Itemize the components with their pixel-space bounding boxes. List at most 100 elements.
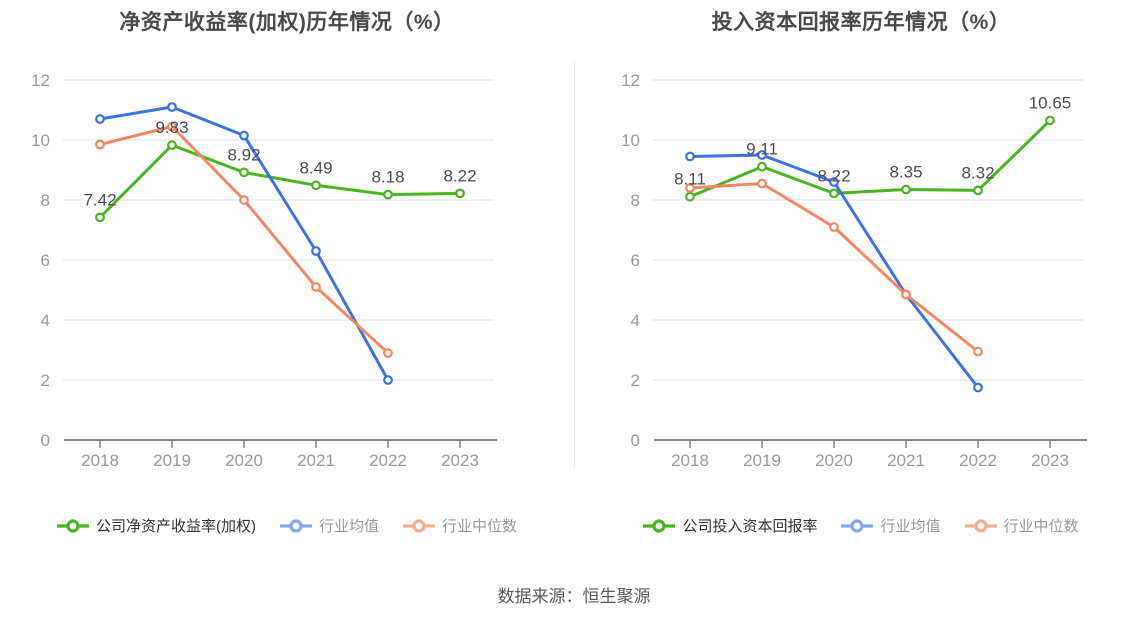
data-point[interactable] xyxy=(829,188,839,199)
data-point[interactable] xyxy=(95,139,105,150)
svg-text:2018: 2018 xyxy=(81,451,119,470)
data-point[interactable] xyxy=(239,195,249,205)
legend-label: 行业均值 xyxy=(318,518,379,535)
svg-text:2020: 2020 xyxy=(225,451,263,470)
svg-text:8.11: 8.11 xyxy=(674,170,706,189)
svg-text:2019: 2019 xyxy=(153,451,191,470)
svg-text:8.49: 8.49 xyxy=(299,158,332,177)
legend-label: 行业中位数 xyxy=(442,518,518,535)
legend-line-circle-icon xyxy=(279,518,312,533)
data-point[interactable] xyxy=(383,375,393,385)
legend-line-circle-icon xyxy=(403,518,435,533)
y-axis-labels: 0 2 4 6 8 10 12 xyxy=(31,71,50,450)
data-point[interactable] xyxy=(757,161,767,172)
svg-text:2022: 2022 xyxy=(369,451,407,470)
series-行业均值 xyxy=(95,102,393,385)
legend-item-2[interactable]: 行业中位数 xyxy=(964,515,1079,536)
svg-text:8.22: 8.22 xyxy=(443,166,476,185)
svg-text:2023: 2023 xyxy=(441,451,479,470)
legend-label: 行业中位数 xyxy=(1003,518,1079,535)
panel-divider xyxy=(574,62,575,470)
data-point[interactable] xyxy=(757,178,767,189)
legend-item-2[interactable]: 行业中位数 xyxy=(403,515,517,536)
data-point[interactable] xyxy=(685,183,695,193)
svg-text:2018: 2018 xyxy=(671,451,709,470)
x-axis: 2018 2019 2020 2021 2022 2023 xyxy=(64,439,497,470)
roic-chart-title: 投入资本回报率历年情况（%） xyxy=(711,11,1011,34)
svg-text:7.42: 7.42 xyxy=(83,190,116,209)
legend-item-0[interactable]: 公司净资产收益率(加权) xyxy=(56,515,256,536)
svg-text:2021: 2021 xyxy=(887,451,925,470)
roic-chart-panel: 0 2 4 6 8 10 12 2018 2019 2020 2021 2022 2023 8.11 9.1… xyxy=(574,0,1148,560)
data-point[interactable] xyxy=(239,167,249,178)
data-point[interactable] xyxy=(311,246,321,256)
svg-text:6: 6 xyxy=(631,251,640,270)
svg-text:6: 6 xyxy=(41,251,50,270)
data-point[interactable] xyxy=(311,180,321,191)
data-point[interactable] xyxy=(383,348,393,358)
svg-text:2022: 2022 xyxy=(959,451,997,470)
svg-text:2020: 2020 xyxy=(815,451,853,470)
legend-line-circle-icon xyxy=(56,518,89,533)
data-point[interactable] xyxy=(311,282,321,292)
data-point[interactable] xyxy=(829,222,839,232)
data-point[interactable] xyxy=(95,114,105,124)
data-point[interactable] xyxy=(829,177,839,187)
data-point[interactable] xyxy=(167,121,177,132)
svg-text:12: 12 xyxy=(621,71,640,90)
series-value-labels: 7.42 9.83 8.92 8.49 8.18 8.22 xyxy=(83,118,476,209)
svg-text:8.18: 8.18 xyxy=(371,168,404,187)
data-point[interactable] xyxy=(685,151,695,162)
data-point[interactable] xyxy=(685,191,695,202)
legend-label: 公司净资产收益率(加权) xyxy=(95,518,256,535)
svg-text:8.22: 8.22 xyxy=(817,166,850,185)
data-point[interactable] xyxy=(167,140,177,151)
gridlines xyxy=(63,79,494,381)
series-行业均值 xyxy=(685,150,983,393)
data-point[interactable] xyxy=(973,346,983,357)
data-point[interactable] xyxy=(167,102,177,112)
series-公司投入资本回报率 xyxy=(685,115,1055,202)
data-point[interactable] xyxy=(239,130,249,141)
roe-chart-panel: 0 2 4 6 8 10 12 2018 2019 2020 2021 2022 2023 7.42 9.8… xyxy=(0,0,574,560)
svg-text:8.92: 8.92 xyxy=(227,145,260,164)
svg-text:10.65: 10.65 xyxy=(1029,94,1072,113)
y-axis-labels: 0 2 4 6 8 10 12 xyxy=(621,71,640,450)
data-point[interactable] xyxy=(757,150,767,160)
svg-text:9.83: 9.83 xyxy=(155,118,188,137)
data-point[interactable] xyxy=(973,382,983,393)
legend-line-circle-icon xyxy=(964,518,997,533)
svg-text:0: 0 xyxy=(41,431,50,450)
svg-text:12: 12 xyxy=(31,71,50,90)
gridlines xyxy=(653,79,1084,381)
data-point[interactable] xyxy=(901,184,911,195)
svg-text:0: 0 xyxy=(631,431,640,450)
legend-item-1[interactable]: 行业均值 xyxy=(279,515,379,536)
svg-text:8: 8 xyxy=(631,191,640,210)
roic-chart-canvas: 0 2 4 6 8 10 12 2018 2019 2020 2021 2022 2023 8.11 9.1… xyxy=(621,71,1087,470)
data-point[interactable] xyxy=(95,212,105,223)
legend-item-1[interactable]: 行业均值 xyxy=(841,515,941,536)
series-value-labels: 8.11 9.11 8.22 8.35 8.32 10.65 xyxy=(674,94,1071,189)
svg-text:9.11: 9.11 xyxy=(746,140,778,159)
data-point[interactable] xyxy=(383,189,393,200)
svg-text:2: 2 xyxy=(631,371,640,390)
svg-text:2019: 2019 xyxy=(743,451,781,470)
data-point[interactable] xyxy=(1045,115,1055,126)
svg-text:4: 4 xyxy=(631,311,640,330)
legend-line-circle-icon xyxy=(841,518,874,533)
data-point[interactable] xyxy=(455,188,465,199)
svg-text:2021: 2021 xyxy=(297,451,335,470)
roe-chart-title: 净资产收益率(加权)历年情况（%） xyxy=(119,11,455,34)
roe-chart-legend: 公司净资产收益率(加权) 行业均值 行业中位数 xyxy=(0,515,574,536)
series-行业中位数 xyxy=(685,178,983,357)
legend-label: 行业均值 xyxy=(880,518,941,535)
svg-text:10: 10 xyxy=(31,131,50,150)
legend-label: 公司投入资本回报率 xyxy=(682,518,818,535)
svg-text:4: 4 xyxy=(41,311,50,330)
legend-item-0[interactable]: 公司投入资本回报率 xyxy=(643,515,817,536)
svg-text:8: 8 xyxy=(41,191,50,210)
data-point[interactable] xyxy=(901,289,911,300)
svg-text:10: 10 xyxy=(621,131,640,150)
data-point[interactable] xyxy=(973,185,983,196)
